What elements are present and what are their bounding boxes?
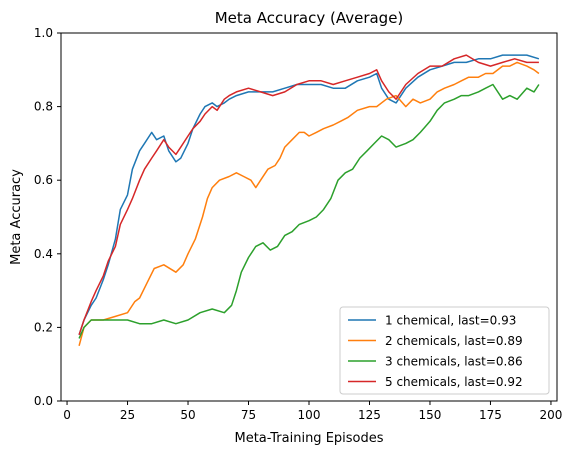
y-tick-label: 0.8 <box>34 100 53 114</box>
chart-title: Meta Accuracy (Average) <box>215 9 404 27</box>
series-line-2 <box>78 61 540 346</box>
series-line-4 <box>78 54 539 336</box>
y-tick-label: 0.6 <box>34 173 53 187</box>
x-tick-label: 50 <box>180 408 195 422</box>
x-axis-label: Meta-Training Episodes <box>234 431 383 446</box>
legend: 1 chemical, last=0.93 2 chemicals, last=0… <box>339 306 550 395</box>
x-tick-label: 0 <box>63 408 71 422</box>
x-tick-label: 150 <box>419 408 442 422</box>
legend-label-4: 5 chemicals, last=0.92 <box>385 375 523 389</box>
x-axis: 0 25 50 75 100 125 150 175 200 <box>63 401 562 422</box>
legend-label-3: 3 chemicals, last=0.86 <box>385 355 523 369</box>
series-line-3 <box>78 83 540 339</box>
y-tick-label: 0.2 <box>34 320 53 334</box>
plot-series <box>78 54 540 346</box>
legend-label-1: 1 chemical, last=0.93 <box>385 314 516 328</box>
x-tick-label: 125 <box>358 408 381 422</box>
x-tick-label: 200 <box>539 408 562 422</box>
legend-label-2: 2 chemicals, last=0.89 <box>385 334 523 348</box>
y-tick-label: 1.0 <box>34 26 53 40</box>
x-tick-label: 75 <box>241 408 256 422</box>
y-tick-label: 0.4 <box>34 247 53 261</box>
x-tick-label: 25 <box>120 408 135 422</box>
y-axis-label: Meta Accuracy <box>9 169 24 265</box>
series-line-1 <box>78 54 540 336</box>
x-tick-label: 175 <box>479 408 502 422</box>
y-tick-label: 0.0 <box>34 394 53 408</box>
y-axis: 0.0 0.2 0.4 0.6 0.8 1.0 <box>34 26 61 408</box>
legend-box <box>339 306 550 395</box>
x-tick-label: 100 <box>298 408 321 422</box>
